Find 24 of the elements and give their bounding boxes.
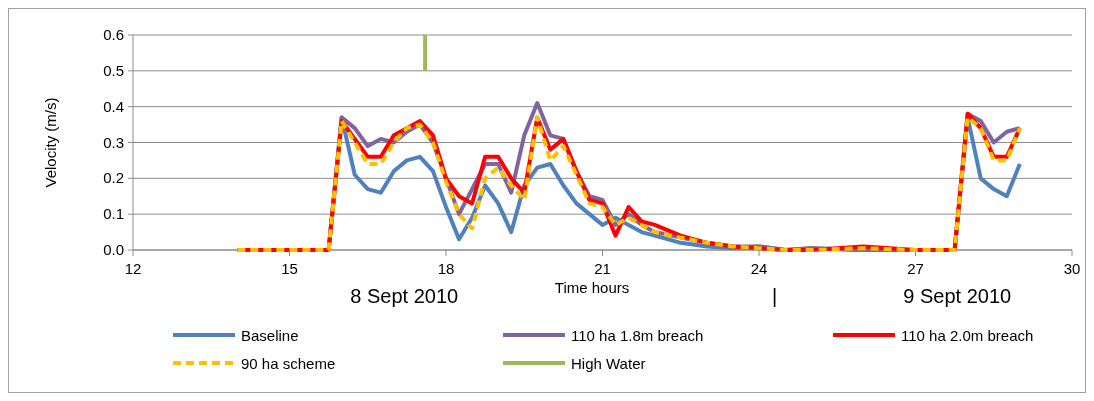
legend-label: 110 ha 2.0m breach (901, 327, 1034, 344)
y-tick-label: 0.4 (103, 97, 124, 115)
y-tick-label: 0.3 (103, 133, 124, 151)
y-tick-label: 0.5 (103, 61, 124, 79)
y-tick-label: 0.0 (103, 241, 124, 258)
x-tick-label: 21 (594, 260, 611, 277)
x-tick-label: 27 (907, 260, 924, 277)
text: | (772, 285, 778, 307)
x-tick-label: 12 (124, 260, 142, 277)
x-tick-label: 30 (1063, 260, 1081, 277)
legend-label: 90 ha scheme (241, 355, 336, 372)
y-tick-label: 0.6 (103, 26, 124, 43)
legend-label: High Water (571, 355, 646, 372)
x-axis-title: Time hours (554, 279, 630, 296)
legend-label: Baseline (241, 327, 299, 344)
y-tick-label: 0.1 (103, 205, 124, 223)
y-axis-title: Velocity (m/s) (42, 97, 59, 188)
y-tick-label: 0.2 (103, 169, 124, 187)
legend-label: 110 ha 1.8m breach (571, 327, 704, 344)
text: 9 Sept 2010 (903, 285, 1012, 307)
x-tick-label: 18 (437, 260, 455, 277)
x-tick-label: 24 (750, 260, 768, 277)
text: 8 Sept 2010 (350, 285, 459, 307)
x-tick-label: 15 (281, 260, 298, 277)
